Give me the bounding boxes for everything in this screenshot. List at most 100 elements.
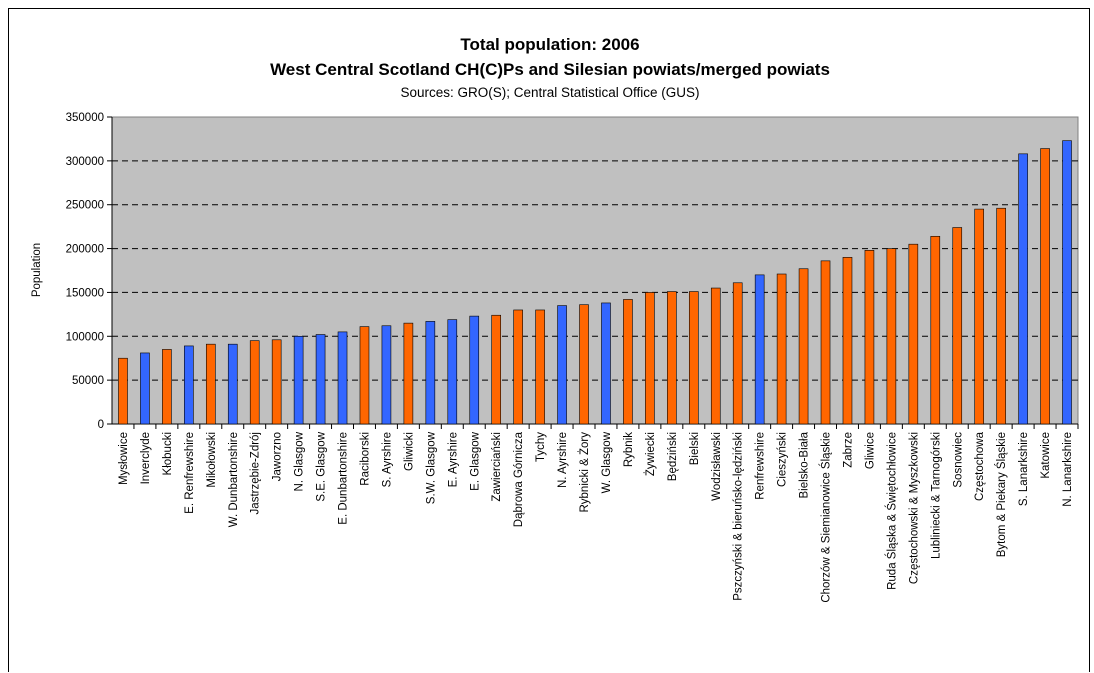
bar	[381, 325, 392, 425]
bar-chart: Total population: 2006 West Central Scot…	[31, 35, 1079, 603]
bar	[447, 319, 458, 425]
bar	[1062, 140, 1072, 425]
category-label: N. Glasgow	[294, 431, 306, 491]
category-label: N. Ayrshire	[557, 432, 569, 488]
category-label: Gliwicki	[403, 432, 415, 471]
category-label: Raciborski	[359, 432, 371, 486]
y-tick-label: 200000	[66, 244, 104, 256]
bar	[996, 207, 1006, 425]
category-label: Bielsko-Biała	[799, 431, 811, 498]
bar	[425, 321, 436, 425]
bar	[798, 268, 809, 425]
bar	[601, 302, 611, 425]
bar	[908, 243, 919, 425]
bar	[952, 227, 963, 425]
bar	[557, 305, 567, 425]
category-label: Sosnowiec	[952, 432, 964, 488]
plot-area: 0 50000 100000 150000 200000 250000 300000 3500…	[66, 112, 1079, 603]
bar	[469, 315, 480, 425]
chart-source: Sources: GRO(S); Central Statistical Off…	[400, 85, 699, 100]
bar	[842, 257, 853, 425]
y-tick-label: 350000	[66, 112, 104, 124]
bar	[645, 292, 655, 425]
chart-title: Total population: 2006	[460, 35, 639, 54]
category-label: Jaworzno	[272, 432, 284, 481]
category-label: Bielski	[689, 432, 701, 465]
category-label: Częstochowa	[974, 431, 986, 501]
y-tick-label: 100000	[66, 331, 104, 343]
bar	[688, 291, 699, 425]
bar	[359, 326, 370, 425]
bar	[271, 339, 282, 425]
category-label: Będziński	[667, 432, 679, 481]
category-label: S.W. Glasgow	[425, 431, 437, 504]
category-label: Częstochowski & Myszkowski	[908, 432, 920, 584]
category-label: E. Ayrshire	[447, 432, 459, 487]
bar	[886, 248, 897, 425]
category-label: Rybnik	[623, 432, 635, 467]
category-label: W. Glasgow	[601, 431, 613, 493]
bar	[732, 282, 743, 425]
bar	[118, 357, 128, 425]
bar	[184, 345, 194, 425]
bar	[403, 322, 414, 425]
y-axis-title: Population	[31, 243, 43, 297]
category-label: E. Glasgow	[469, 431, 481, 490]
category-label: Kłobucki	[162, 432, 174, 475]
y-tick-label: 0	[98, 419, 104, 431]
bar	[579, 304, 589, 425]
category-label: Bytom & Piekary Śląskie	[995, 432, 1008, 557]
bar	[205, 343, 216, 425]
category-label: Inverclyde	[140, 432, 152, 484]
category-label: Gliwice	[864, 432, 876, 469]
category-label: Dąbrowa Górnicza	[513, 431, 525, 527]
category-label: S.E. Glasgow	[316, 431, 328, 501]
bar	[249, 340, 260, 425]
bar	[930, 235, 941, 425]
category-label: Zawierciański	[491, 432, 503, 502]
bar	[754, 274, 765, 425]
bar	[162, 349, 172, 425]
category-label: Mikołowski	[206, 432, 218, 488]
category-label: Tychy	[535, 432, 547, 462]
bar	[623, 299, 633, 425]
category-label: S. Lanarkshire	[1018, 432, 1030, 506]
bar	[864, 250, 875, 425]
category-label: Zabrze	[842, 432, 854, 468]
y-tick-label: 150000	[66, 287, 104, 299]
chart-frame: Total population: 2006 West Central Scot…	[8, 8, 1090, 672]
bar	[974, 208, 985, 425]
category-label: W. Dunbartonshire	[228, 432, 240, 527]
category-label: Lubliniecki & Tarnogórski	[930, 432, 942, 559]
bar	[1018, 153, 1028, 425]
bar	[710, 287, 721, 425]
chart-subtitle: West Central Scotland CH(C)Ps and Silesi…	[270, 60, 830, 79]
bar	[776, 273, 787, 425]
y-tick-label: 250000	[66, 200, 104, 212]
bar	[535, 309, 545, 425]
category-label: Jastrzębie-Zdrój	[250, 432, 262, 514]
category-label: Mysłowice	[118, 432, 130, 485]
bar	[140, 352, 150, 425]
bar	[820, 260, 831, 425]
category-label: Rybnicki & Żory	[578, 432, 591, 513]
y-tick-label: 50000	[72, 375, 104, 387]
category-label: Żywiecki	[644, 432, 657, 476]
bar	[667, 291, 677, 425]
category-label: Cieszyński	[777, 432, 789, 487]
category-label: Chorzów & Siemianowice Śląskie	[820, 432, 833, 603]
y-tick-label: 300000	[66, 156, 104, 168]
bar	[513, 309, 523, 425]
bar	[491, 314, 502, 425]
category-label: Katowice	[1040, 432, 1052, 479]
category-label: E. Renfrewshire	[184, 432, 196, 514]
bar	[227, 343, 238, 425]
bar	[293, 335, 304, 425]
category-label: Renfrewshire	[755, 432, 767, 500]
bar	[315, 334, 326, 425]
category-label: Pszczyński & bieruńsko-lędziński	[733, 432, 745, 601]
category-label: S. Ayrshire	[381, 432, 393, 487]
bar	[337, 331, 348, 425]
category-label: Ruda Śląska & Świętochłowice	[885, 432, 898, 590]
category-label: N. Lanarkshire	[1062, 432, 1074, 507]
